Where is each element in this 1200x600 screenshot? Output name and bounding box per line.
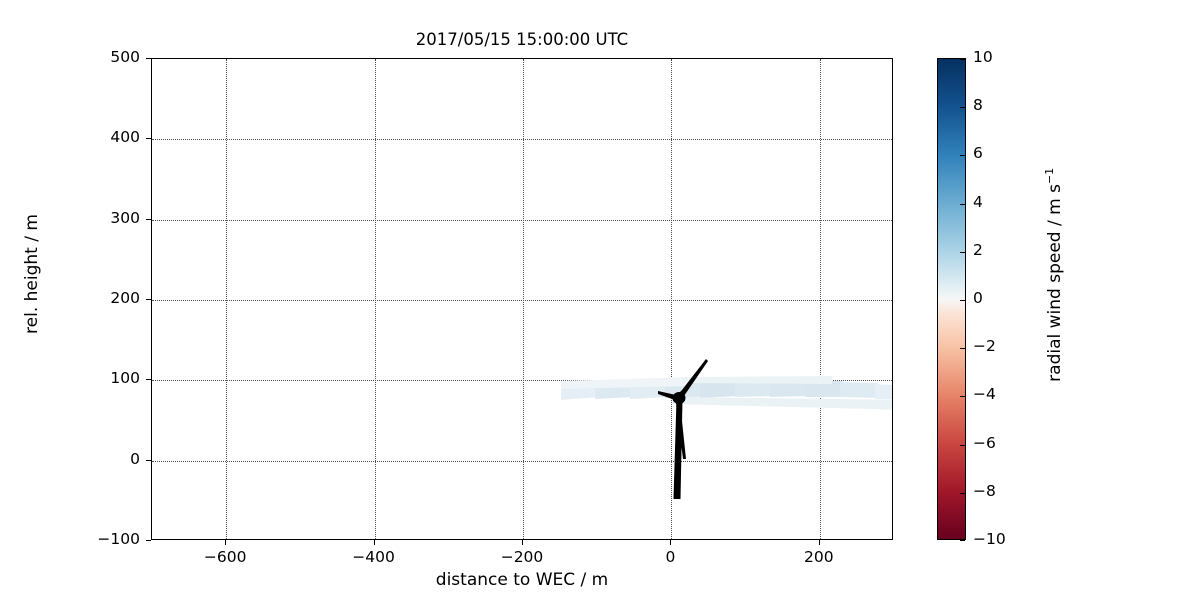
ytick-mark-0: [146, 459, 151, 461]
xtick-mark--200: [522, 540, 523, 545]
cbtick-mark--10: [960, 539, 965, 541]
ytick-label-500: 500: [110, 48, 140, 66]
colorbar: [937, 58, 966, 541]
y-axis-label: rel. height / m: [22, 214, 42, 334]
cbtick-label-6: 6: [973, 144, 983, 163]
colorbar-label: radial wind speed / m s−1: [1043, 115, 1065, 435]
cbtick-label-4: 4: [973, 192, 983, 211]
xtick-label--600: −600: [203, 548, 247, 566]
xtick-mark-0: [670, 540, 672, 545]
cbtick-label--6: −6: [973, 433, 996, 452]
cbtick-label--2: −2: [973, 337, 996, 356]
xtick-mark--600: [225, 540, 227, 545]
ytick-mark-500: [146, 58, 151, 59]
cbtick-mark--2: [960, 348, 965, 350]
cbtick-mark-0: [960, 300, 965, 301]
beam-swath: [561, 376, 892, 410]
ytick-mark-300: [146, 218, 151, 220]
colorbar-label-text: radial wind speed / m s: [1044, 184, 1065, 382]
cbtick-mark-2: [960, 251, 965, 253]
cbtick-label-2: 2: [973, 240, 983, 259]
ytick-label-0: 0: [130, 449, 140, 468]
xtick-label--200: −200: [500, 548, 544, 566]
ytick-mark-400: [146, 138, 151, 140]
xtick-label--400: −400: [352, 548, 395, 566]
cbtick-label-8: 8: [973, 96, 983, 115]
page-title: 2017/05/15 15:00:00 UTC: [415, 30, 629, 49]
ytick-mark-100: [146, 379, 151, 381]
cbtick-mark--8: [960, 492, 965, 494]
cbtick-mark-8: [960, 107, 965, 109]
ytick-label-100: 100: [110, 369, 140, 388]
plot-area: [151, 58, 893, 540]
ytick-label-400: 400: [110, 128, 140, 147]
xtick-label-0: 0: [665, 548, 676, 566]
cbtick-mark--4: [960, 396, 965, 398]
cbtick-mark-10: [960, 59, 965, 60]
x-axis-label: distance to WEC / m: [435, 570, 609, 590]
xtick-label-200: 200: [804, 548, 834, 566]
cbtick-label--10: −10: [973, 530, 1006, 548]
wind-turbine-silhouette: [658, 359, 708, 499]
ytick-mark-200: [146, 299, 151, 300]
cbtick-mark-6: [960, 155, 965, 157]
ytick-label--100: −100: [97, 530, 140, 548]
cbtick-mark-4: [960, 203, 965, 205]
colorbar-gradient: [937, 58, 966, 541]
cbtick-label-0: 0: [973, 289, 983, 307]
cbtick-label--8: −8: [973, 481, 996, 500]
cbtick-label-10: 10: [973, 48, 993, 66]
ytick-label-200: 200: [110, 289, 140, 307]
xtick-mark-200: [818, 540, 820, 545]
cbtick-mark--6: [960, 444, 965, 446]
colorbar-label-exponent: −1: [1043, 167, 1057, 185]
cbtick-label--4: −4: [973, 385, 996, 404]
ytick-mark--100: [146, 540, 151, 541]
scan-data-layer: [561, 359, 892, 499]
ytick-label-300: 300: [110, 208, 140, 227]
xtick-mark--400: [373, 540, 375, 545]
